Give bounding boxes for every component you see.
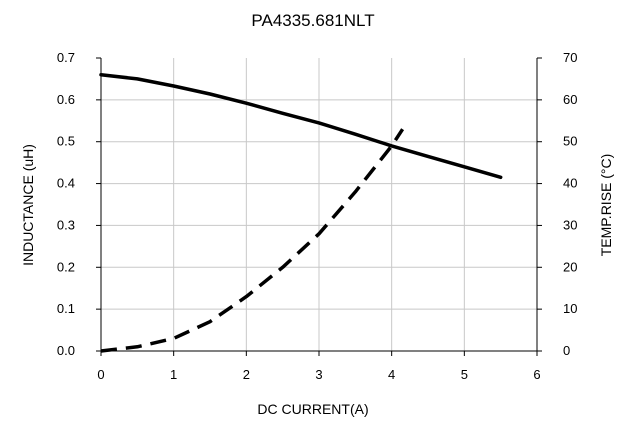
y2-tick-label: 50 <box>563 134 577 149</box>
y-tick-label: 0.2 <box>57 259 75 274</box>
chart-title: PA4335.681NLT <box>251 11 374 30</box>
x-tick-label: 4 <box>388 367 395 382</box>
y-tick-label: 0.1 <box>57 301 75 316</box>
grid <box>101 58 537 351</box>
x-tick-label: 0 <box>97 367 104 382</box>
y2-tick-label: 70 <box>563 50 577 65</box>
y-axis-label: INDUCTANCE (uH) <box>20 144 36 266</box>
y-tick-label: 0.0 <box>57 343 75 358</box>
y2-tick-label: 0 <box>563 343 570 358</box>
tick-labels: 0 1 2 3 4 5 6 0.0 0.1 0.2 0.3 0.4 0.5 0.6 0.7 0 10 20 30 40… <box>57 50 578 382</box>
series <box>99 72 503 353</box>
y-tick-label: 0.5 <box>57 134 75 149</box>
y2-tick-label: 10 <box>563 301 577 316</box>
y2-tick-label: 20 <box>563 259 577 274</box>
y2-tick-label: 60 <box>563 92 577 107</box>
x-tick-label: 6 <box>533 367 540 382</box>
y2-axis-label: TEMP.RISE (°C) <box>598 154 614 257</box>
x-tick-label: 5 <box>461 367 468 382</box>
x-tick-label: 3 <box>315 367 322 382</box>
y-tick-label: 0.7 <box>57 50 75 65</box>
y-tick-label: 0.6 <box>57 92 75 107</box>
temp-rise-curve <box>100 128 405 353</box>
x-axis-label: DC CURRENT(A) <box>257 401 368 417</box>
inductance-curve <box>99 72 503 180</box>
y-tick-label: 0.4 <box>57 176 75 191</box>
y2-tick-label: 30 <box>563 217 577 232</box>
axes <box>96 57 542 356</box>
x-tick-label: 2 <box>243 367 250 382</box>
y2-tick-label: 40 <box>563 176 577 191</box>
y-tick-label: 0.3 <box>57 217 75 232</box>
x-tick-label: 1 <box>170 367 177 382</box>
